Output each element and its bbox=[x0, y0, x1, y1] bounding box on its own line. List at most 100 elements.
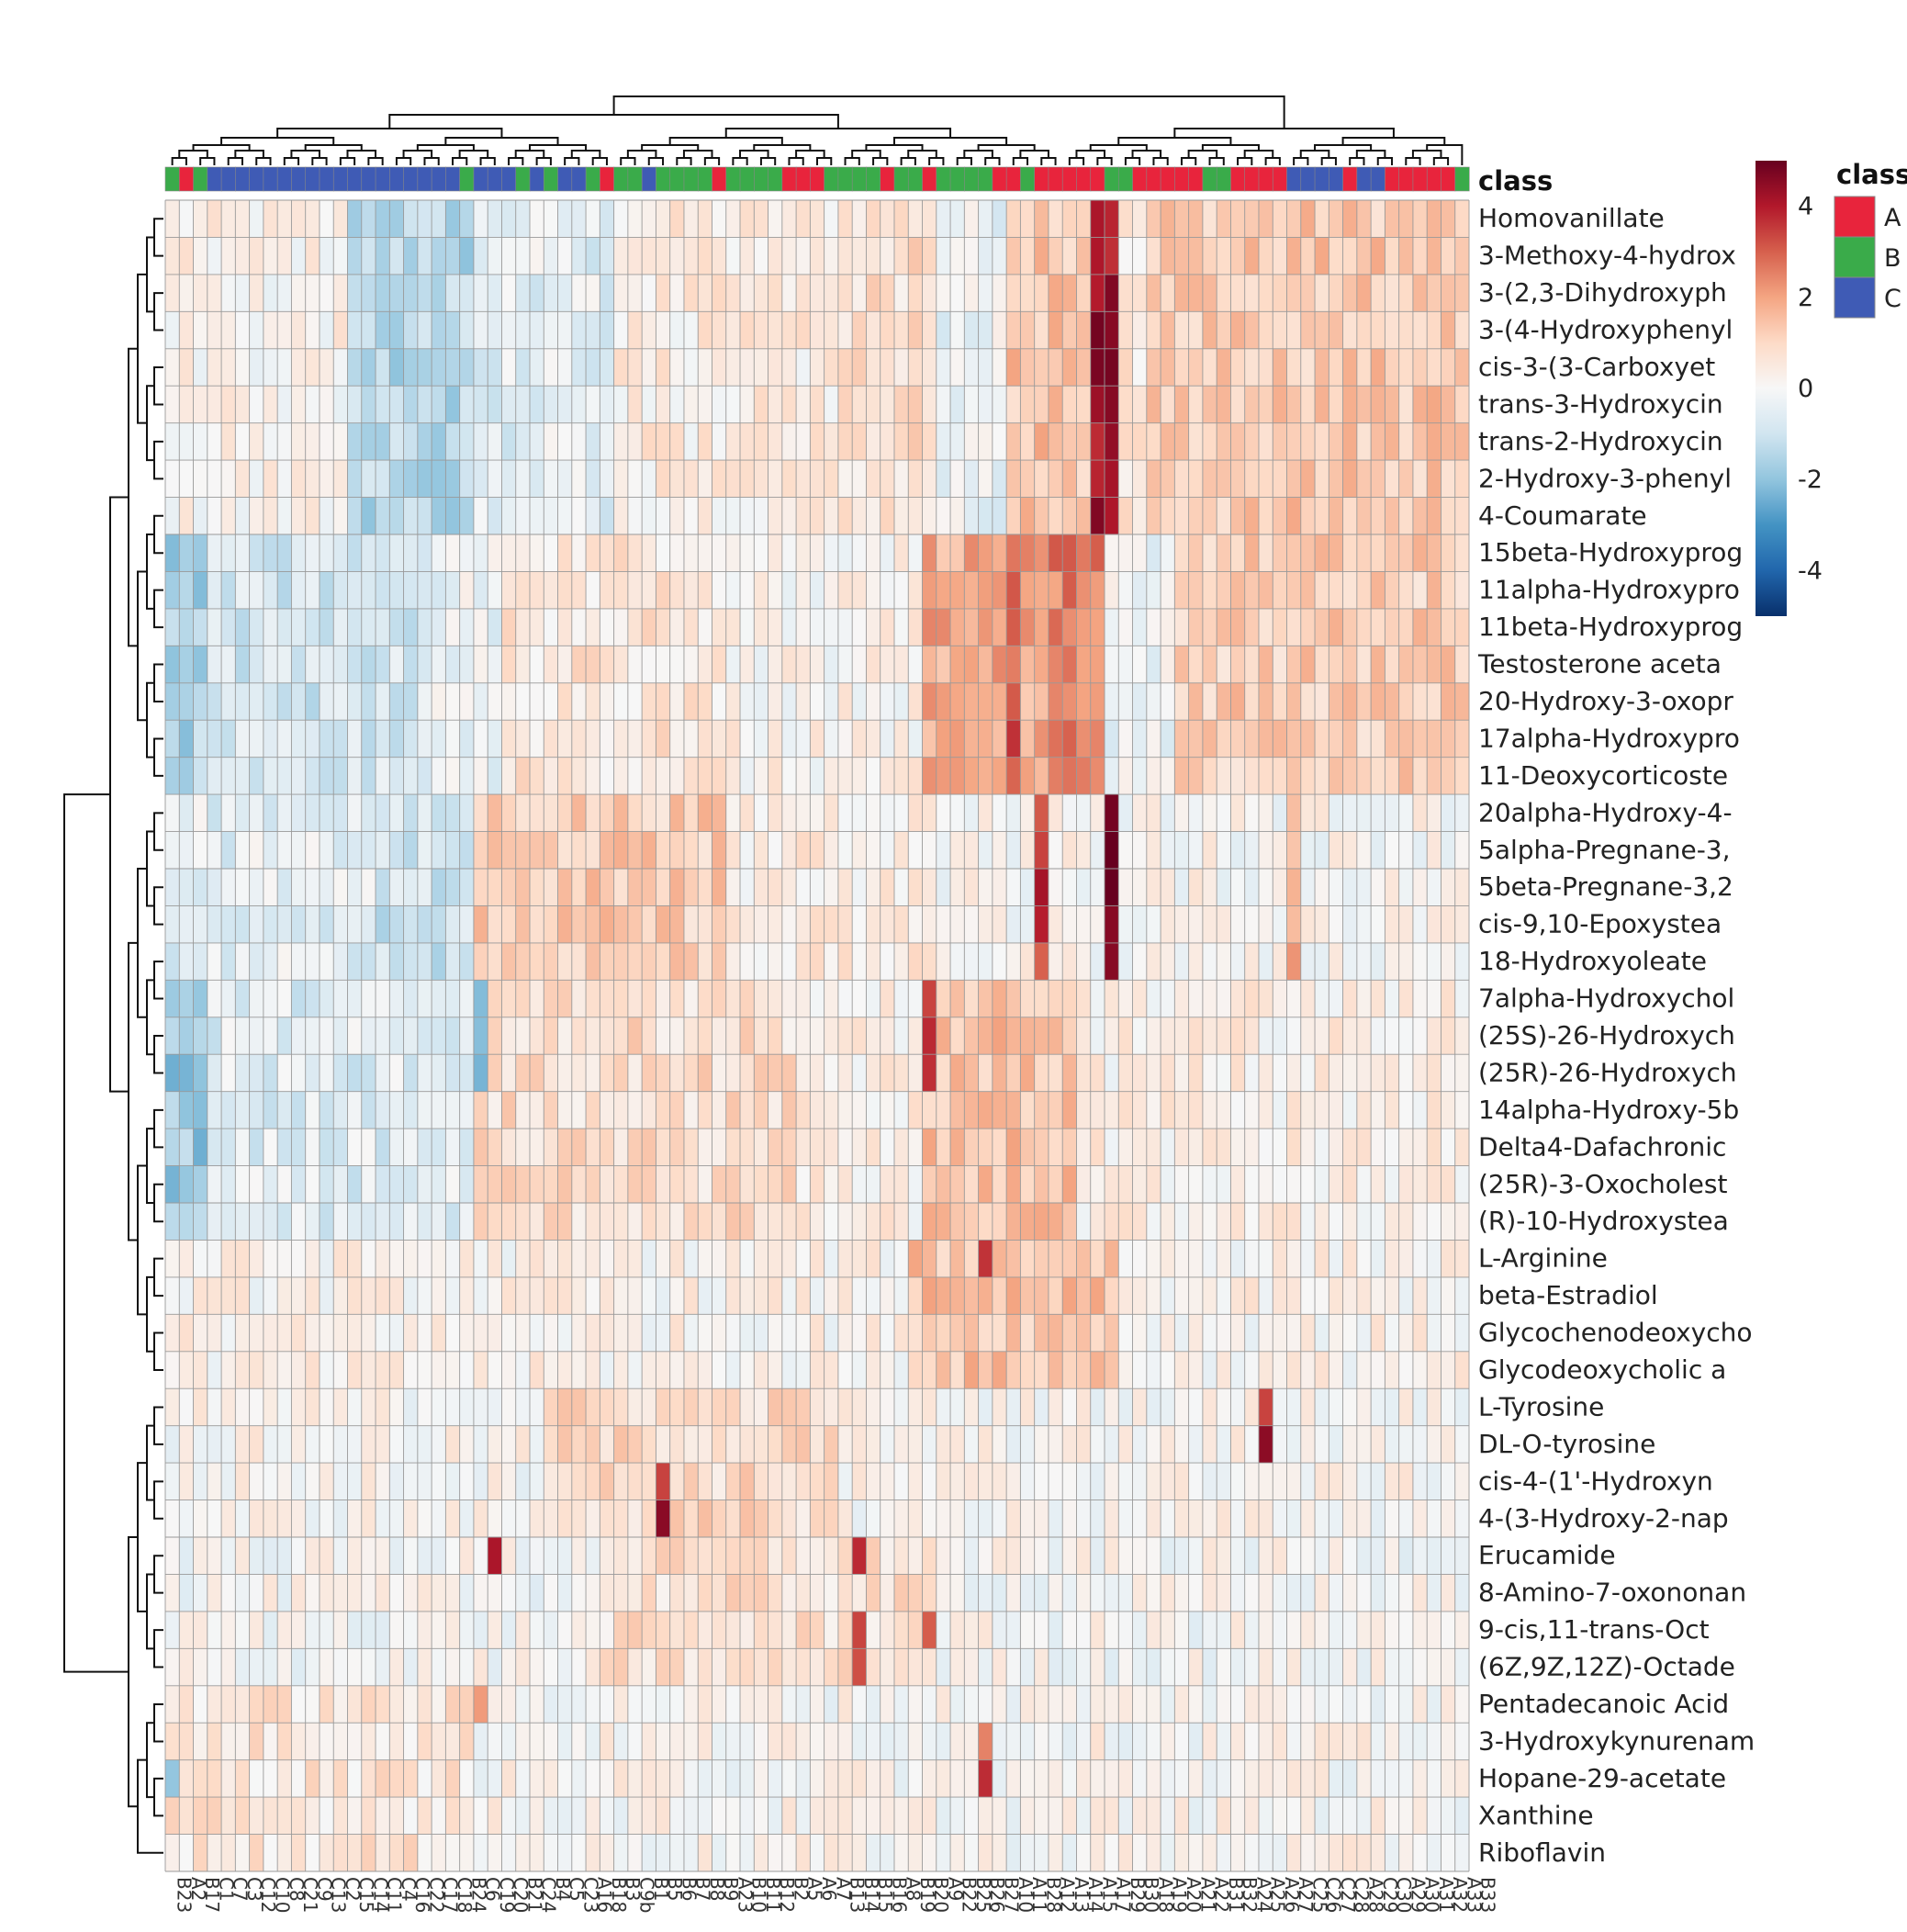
heatmap-cell bbox=[1286, 1240, 1302, 1278]
heatmap-cell bbox=[347, 274, 363, 312]
heatmap-cell bbox=[277, 497, 292, 535]
heatmap-cell bbox=[936, 1054, 951, 1092]
heatmap-cell bbox=[740, 274, 755, 312]
heatmap-cell bbox=[600, 869, 614, 906]
heatmap-cell bbox=[824, 1797, 839, 1835]
heatmap-cell bbox=[852, 608, 867, 646]
heatmap-cell bbox=[880, 348, 895, 387]
heatmap-cell bbox=[1371, 1685, 1385, 1724]
heatmap-cell bbox=[1427, 905, 1441, 944]
heatmap-cell bbox=[1217, 1500, 1231, 1538]
column-label: B10 bbox=[748, 1877, 770, 1913]
heatmap-cell bbox=[389, 571, 404, 610]
heatmap-cell bbox=[333, 1685, 348, 1724]
heatmap-cell bbox=[1315, 1537, 1329, 1575]
heatmap-cell bbox=[866, 348, 881, 387]
heatmap-cell bbox=[1300, 646, 1316, 684]
heatmap-cell bbox=[1286, 422, 1302, 461]
heatmap-cell bbox=[950, 1240, 965, 1278]
heatmap-cell bbox=[768, 1537, 783, 1575]
heatmap-cell bbox=[656, 757, 670, 795]
heatmap-cell bbox=[852, 869, 867, 906]
heatmap-cell bbox=[1090, 1611, 1105, 1649]
heatmap-cell bbox=[698, 682, 712, 721]
heatmap-cell bbox=[1412, 1314, 1428, 1353]
heatmap-cell bbox=[193, 1203, 208, 1241]
heatmap-cell bbox=[1217, 757, 1231, 795]
heatmap-cell bbox=[712, 1276, 727, 1315]
heatmap-cell bbox=[1258, 274, 1273, 312]
heatmap-cell bbox=[571, 980, 587, 1018]
heatmap-cell bbox=[837, 1834, 853, 1872]
dendrogram-link bbox=[1187, 150, 1218, 158]
heatmap-cell bbox=[950, 720, 965, 758]
heatmap-cell bbox=[992, 942, 1007, 981]
heatmap-cell bbox=[1006, 1759, 1021, 1798]
heatmap-cell bbox=[1385, 386, 1399, 423]
heatmap-cell bbox=[656, 608, 670, 646]
heatmap-cell bbox=[488, 1723, 502, 1760]
heatmap-cell bbox=[781, 386, 797, 423]
heatmap-cell bbox=[1412, 682, 1428, 721]
heatmap-cell bbox=[501, 1017, 517, 1055]
heatmap-cell bbox=[669, 1500, 685, 1538]
heatmap-cell bbox=[712, 274, 727, 312]
heatmap-cell bbox=[319, 720, 334, 758]
column-label: A2 bbox=[187, 1877, 209, 1901]
heatmap-cell bbox=[432, 460, 446, 498]
heatmap-cell bbox=[207, 1611, 222, 1649]
heatmap-cell bbox=[1006, 905, 1021, 944]
heatmap-cell bbox=[1315, 1276, 1329, 1315]
heatmap-cell bbox=[1062, 1611, 1077, 1649]
heatmap-cell bbox=[1202, 1351, 1217, 1389]
heatmap-cell bbox=[361, 1240, 376, 1278]
heatmap-cell bbox=[1090, 1091, 1105, 1129]
heatmap-cell bbox=[389, 1685, 404, 1724]
heatmap-cell bbox=[333, 1834, 348, 1872]
dendrogram-link bbox=[146, 681, 154, 758]
heatmap-cell bbox=[501, 869, 517, 906]
heatmap-cell bbox=[557, 1388, 573, 1426]
heatmap-cell bbox=[1020, 757, 1035, 795]
heatmap-cell bbox=[417, 571, 432, 610]
heatmap-cell bbox=[922, 1574, 937, 1612]
heatmap-cell bbox=[361, 1723, 376, 1760]
heatmap-cell bbox=[978, 1500, 993, 1538]
dendrogram-link bbox=[1117, 137, 1232, 145]
heatmap-cell bbox=[361, 311, 376, 350]
heatmap-cell bbox=[908, 1240, 923, 1278]
heatmap-cell bbox=[669, 571, 685, 610]
heatmap-cell bbox=[586, 571, 600, 610]
heatmap-cell bbox=[1020, 386, 1035, 423]
heatmap-cell bbox=[936, 869, 951, 906]
heatmap-cell bbox=[698, 1203, 712, 1241]
heatmap-cell bbox=[1454, 1537, 1470, 1575]
heatmap-cell bbox=[277, 1129, 292, 1166]
row-label: 3-Methoxy-4-hydrox bbox=[1478, 241, 1736, 271]
heatmap-cell bbox=[376, 274, 390, 312]
heatmap-cell bbox=[473, 1834, 488, 1872]
heatmap-cell bbox=[586, 1537, 600, 1575]
heatmap-cell bbox=[725, 1017, 741, 1055]
heatmap-cell bbox=[488, 571, 502, 610]
heatmap-cell bbox=[669, 869, 685, 906]
heatmap-cell bbox=[642, 1388, 656, 1426]
heatmap-cell bbox=[936, 1611, 951, 1649]
heatmap-cell bbox=[529, 1537, 544, 1575]
heatmap-cell bbox=[165, 348, 180, 387]
heatmap-cell bbox=[893, 608, 909, 646]
heatmap-cell bbox=[613, 794, 629, 832]
heatmap-cell bbox=[656, 311, 670, 350]
row-label: 9-cis,11-trans-Oct bbox=[1478, 1614, 1710, 1645]
heatmap-cell bbox=[333, 534, 348, 572]
heatmap-cell bbox=[291, 1611, 306, 1649]
heatmap-cell bbox=[1273, 348, 1287, 387]
heatmap-cell bbox=[880, 422, 895, 461]
row-label: Homovanillate bbox=[1478, 203, 1665, 233]
heatmap-cell bbox=[1356, 1351, 1372, 1389]
heatmap-cell bbox=[291, 1351, 306, 1389]
row-label: (6Z,9Z,12Z)-Octade bbox=[1478, 1652, 1735, 1682]
heatmap-cell bbox=[1062, 1165, 1077, 1204]
heatmap-cell bbox=[249, 1276, 264, 1315]
heatmap-cell bbox=[725, 1685, 741, 1724]
